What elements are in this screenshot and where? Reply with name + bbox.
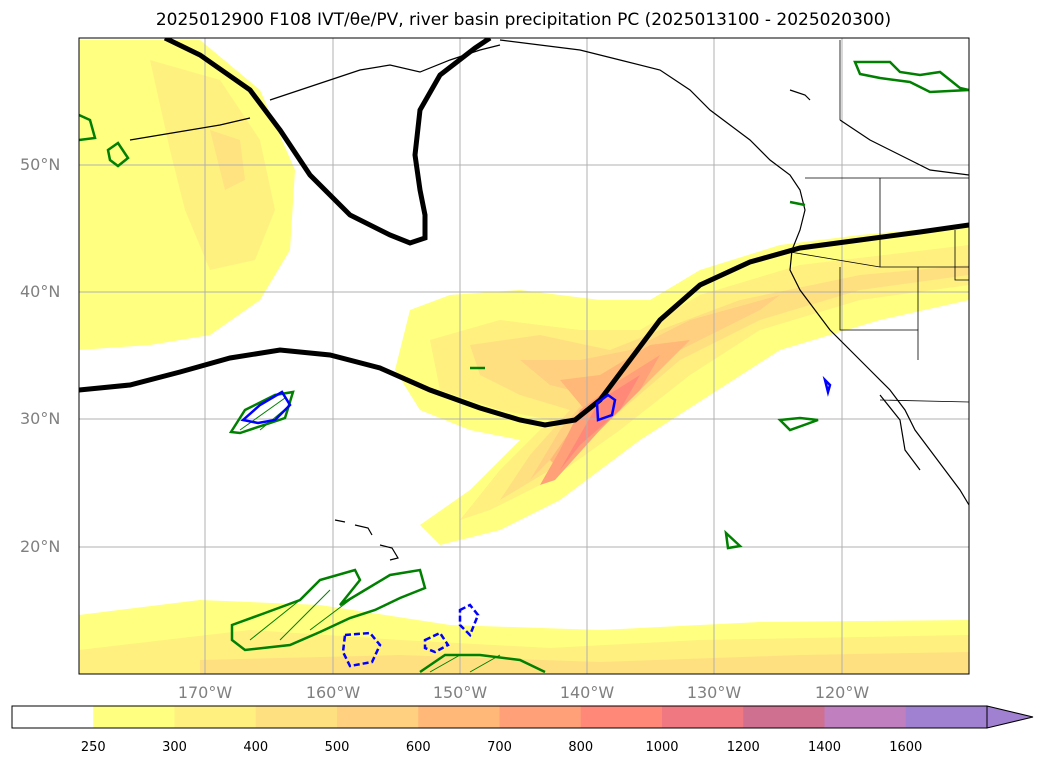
colorbar-extend-arrow bbox=[986, 705, 1034, 729]
lat-label-20n: 20°N bbox=[20, 537, 61, 556]
colorbar-tick-label: 700 bbox=[487, 740, 512, 755]
lat-label-30n: 30°N bbox=[20, 409, 61, 428]
colorbar-cell bbox=[662, 706, 744, 728]
colorbar bbox=[11, 705, 1034, 729]
colorbar-tick-label: 1000 bbox=[645, 740, 679, 755]
lon-label-160w: 160°W bbox=[305, 683, 361, 702]
coastlines bbox=[129, 39, 969, 561]
dynamic-tropopause-contour-north bbox=[163, 38, 492, 246]
colorbar-cell bbox=[12, 706, 94, 728]
colorbar-cell bbox=[580, 706, 663, 728]
colorbar-cell bbox=[93, 706, 175, 728]
colorbar-tick-label: 1600 bbox=[889, 740, 923, 755]
state-borders bbox=[789, 40, 969, 403]
colorbar-cell bbox=[743, 706, 825, 728]
lon-label-130w: 130°W bbox=[686, 683, 742, 702]
colorbar-cell bbox=[824, 706, 907, 728]
colorbar-tick-label: 300 bbox=[162, 740, 187, 755]
colorbar-tick-label: 400 bbox=[243, 740, 269, 755]
map-title: 2025012900 F108 IVT/θe/PV, river basin p… bbox=[155, 10, 892, 30]
colorbar-cell bbox=[174, 706, 257, 728]
colorbar-tick-label: 600 bbox=[405, 740, 431, 755]
precip-pc-negative bbox=[240, 375, 832, 668]
colorbar-cell bbox=[337, 706, 419, 728]
colorbar-cell bbox=[905, 706, 988, 728]
colorbar-tick-label: 500 bbox=[324, 740, 350, 755]
lon-label-140w: 140°W bbox=[559, 683, 615, 702]
lon-label-120w: 120°W bbox=[814, 683, 870, 702]
colorbar-cell bbox=[418, 706, 500, 728]
colorbar-tick-label: 1400 bbox=[807, 740, 842, 755]
colorbar-cell bbox=[255, 706, 338, 728]
colorbar-cell bbox=[499, 706, 582, 728]
colorbar-tick-label: 250 bbox=[80, 740, 106, 755]
lat-label-40n: 40°N bbox=[20, 282, 61, 301]
map-panel bbox=[78, 37, 970, 675]
precip-pc-positive bbox=[79, 60, 969, 674]
colorbar-tick-label: 1200 bbox=[726, 740, 760, 755]
lon-label-170w: 170°W bbox=[177, 683, 233, 702]
dynamic-tropopause-contour-south bbox=[79, 222, 969, 428]
lat-label-50n: 50°N bbox=[20, 155, 61, 174]
colorbar-tick-label: 800 bbox=[568, 740, 594, 755]
lon-label-150w: 150°W bbox=[432, 683, 488, 702]
